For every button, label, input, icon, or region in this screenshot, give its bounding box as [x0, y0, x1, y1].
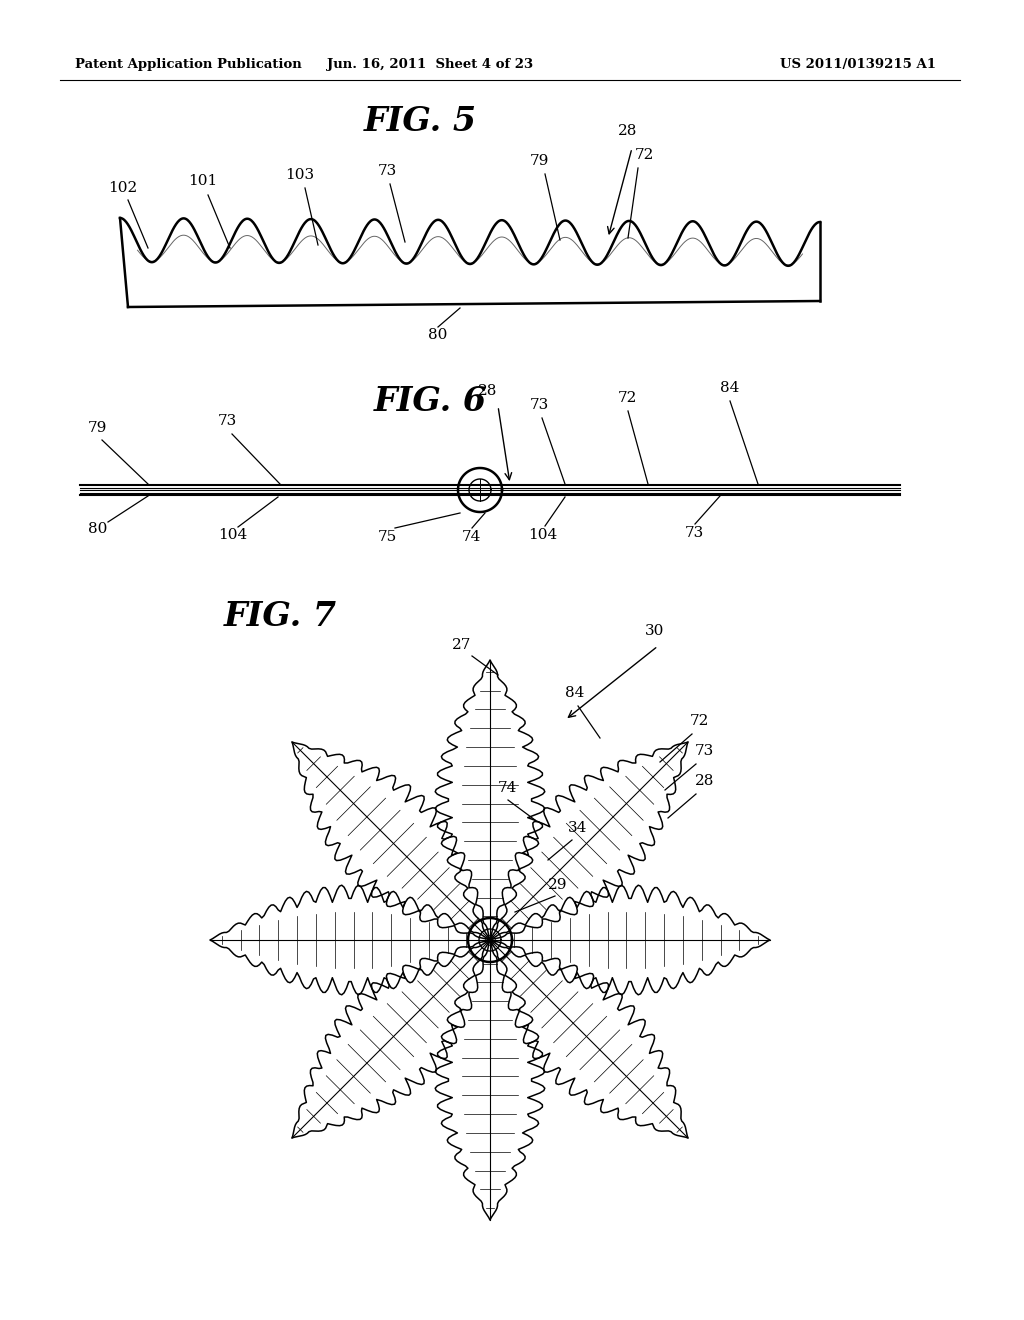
Text: 30: 30	[645, 624, 665, 638]
Text: 72: 72	[635, 148, 654, 162]
Text: 72: 72	[690, 714, 710, 729]
Text: 74: 74	[462, 531, 481, 544]
Text: 80: 80	[428, 327, 447, 342]
Text: FIG. 6: FIG. 6	[374, 385, 486, 418]
Text: Patent Application Publication: Patent Application Publication	[75, 58, 302, 71]
Text: 72: 72	[618, 391, 637, 405]
Text: Jun. 16, 2011  Sheet 4 of 23: Jun. 16, 2011 Sheet 4 of 23	[327, 58, 534, 71]
Text: 73: 73	[695, 744, 715, 758]
Text: 79: 79	[530, 154, 549, 168]
Text: FIG. 7: FIG. 7	[223, 601, 337, 634]
Text: 28: 28	[618, 124, 637, 139]
Text: FIG. 5: FIG. 5	[364, 106, 476, 139]
Text: 75: 75	[378, 531, 397, 544]
Text: 73: 73	[530, 399, 549, 412]
Text: 28: 28	[695, 774, 715, 788]
Text: 74: 74	[498, 781, 517, 795]
Text: 84: 84	[565, 686, 585, 700]
Text: 84: 84	[720, 381, 739, 395]
Text: 29: 29	[548, 878, 567, 892]
Text: 102: 102	[108, 181, 137, 195]
Text: 101: 101	[188, 174, 217, 187]
Text: US 2011/0139215 A1: US 2011/0139215 A1	[780, 58, 936, 71]
Text: 80: 80	[88, 521, 108, 536]
Text: 79: 79	[88, 421, 108, 436]
Text: 73: 73	[378, 164, 397, 178]
Text: 28: 28	[478, 384, 498, 399]
Text: 27: 27	[452, 638, 471, 652]
Text: 104: 104	[528, 528, 557, 543]
Text: 73: 73	[685, 525, 705, 540]
Text: 104: 104	[218, 528, 247, 543]
Text: 34: 34	[568, 821, 588, 836]
Text: 73: 73	[218, 414, 238, 428]
Text: 103: 103	[285, 168, 314, 182]
